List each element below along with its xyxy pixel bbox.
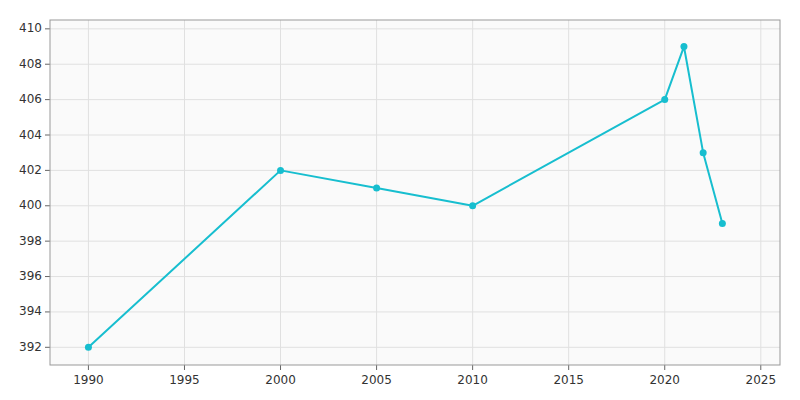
y-grid-line [50, 276, 780, 277]
y-grid-line [50, 135, 780, 136]
page: {"chart_data": {"type": "line", "x": [19… [0, 0, 800, 400]
chart-container: 392 394 396 398 400 402 404 406 408 410 1990 1995 20… [0, 0, 800, 400]
x-tick-label: 2015 [553, 373, 584, 387]
y-grid-line [50, 64, 780, 65]
y-tick-label: 404 [19, 128, 42, 142]
y-tick-label: 410 [19, 21, 42, 35]
y-grid-line [50, 28, 780, 29]
y-tick [45, 99, 50, 100]
x-tick [88, 365, 89, 370]
x-tick-label: 2020 [649, 373, 680, 387]
y-tick-label: 392 [19, 340, 42, 354]
y-tick [45, 28, 50, 29]
point [719, 220, 726, 227]
y-tick-label: 406 [19, 92, 42, 106]
point [277, 167, 284, 174]
x-grid-line [184, 20, 185, 365]
y-tick-label: 402 [19, 163, 42, 177]
x-tick [568, 365, 569, 370]
x-tick-label: 2010 [457, 373, 488, 387]
y-grid-line [50, 170, 780, 171]
y-tick [45, 276, 50, 277]
x-grid-line [88, 20, 89, 365]
y-tick [45, 205, 50, 206]
axes: 392 394 396 398 400 402 404 406 408 410 1990 1995 20… [19, 20, 780, 387]
x-tick [280, 365, 281, 370]
y-tick-label: 400 [19, 198, 42, 212]
y-grid-line [50, 241, 780, 242]
y-grid-line [50, 205, 780, 206]
y-tick [45, 311, 50, 312]
x-tick-label: 2005 [361, 373, 392, 387]
x-tick-label: 1995 [169, 373, 200, 387]
y-tick-label: 396 [19, 269, 42, 283]
grid [50, 20, 780, 365]
x-tick [472, 365, 473, 370]
y-tick-label: 408 [19, 57, 42, 71]
x-grid-line [568, 20, 569, 365]
y-tick [45, 64, 50, 65]
y-grid-line [50, 347, 780, 348]
x-grid-line [664, 20, 665, 365]
x-grid-line [760, 20, 761, 365]
y-tick [45, 347, 50, 348]
x-grid-line [472, 20, 473, 365]
x-tick [184, 365, 185, 370]
y-tick [45, 135, 50, 136]
plot-frame [50, 20, 780, 365]
point [680, 43, 687, 50]
x-tick-label: 2025 [746, 373, 777, 387]
x-tick-label: 1990 [73, 373, 104, 387]
point [469, 202, 476, 209]
point [373, 185, 380, 192]
y-tick [45, 241, 50, 242]
point [85, 344, 92, 351]
chart-svg: 392 394 396 398 400 402 404 406 408 410 1990 1995 20… [0, 0, 800, 400]
plot-background [50, 20, 780, 365]
point [661, 96, 668, 103]
x-tick-label: 2000 [265, 373, 296, 387]
line [88, 47, 722, 348]
y-tick-label: 398 [19, 234, 42, 248]
data-layer [85, 43, 726, 351]
point [700, 149, 707, 156]
x-tick [760, 365, 761, 370]
x-grid-line [376, 20, 377, 365]
x-tick [376, 365, 377, 370]
y-grid-line [50, 99, 780, 100]
y-tick-label: 394 [19, 304, 42, 318]
x-tick [664, 365, 665, 370]
y-grid-line [50, 311, 780, 312]
y-tick [45, 170, 50, 171]
x-grid-line [280, 20, 281, 365]
